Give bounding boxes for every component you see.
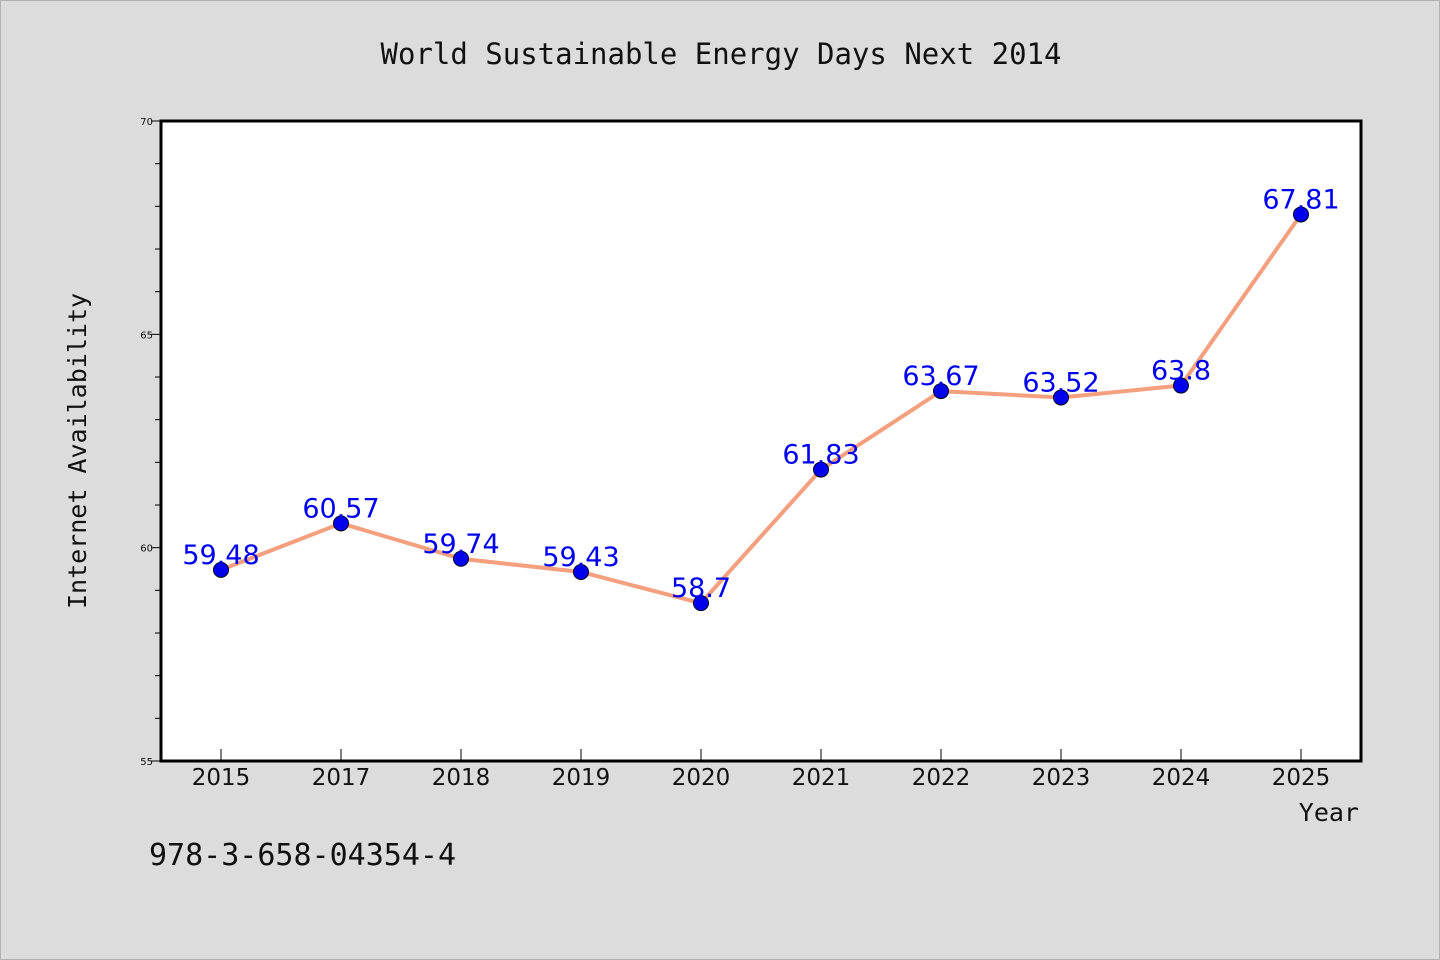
x-axis-label: Year (1299, 798, 1359, 827)
data-point-marker (813, 461, 829, 478)
data-point-marker (1293, 206, 1309, 223)
data-label: 60.57 (302, 493, 379, 524)
plot-border (159, 119, 1363, 763)
data-point-marker (333, 515, 349, 532)
data-label: 59.48 (182, 540, 259, 571)
x-tick-label: 2018 (432, 765, 491, 791)
x-tick-label: 2017 (312, 765, 371, 791)
data-point-marker (213, 561, 229, 578)
chart-title: World Sustainable Energy Days Next 2014 (381, 37, 1062, 71)
x-axis-ticks: 2015 2017 2018 2019 2020 2021 2022 2023 2024 2025 (192, 749, 1331, 791)
x-tick-label: 2020 (672, 765, 731, 791)
data-label: 59.43 (542, 542, 619, 573)
y-tick-label: 70 (140, 117, 153, 128)
data-point-marker (453, 550, 469, 567)
x-tick-label: 2024 (1152, 765, 1211, 791)
data-point-marker (573, 563, 589, 580)
data-label: 63.52 (1022, 367, 1099, 398)
data-point-marker (933, 383, 949, 400)
data-labels: 59.48 60.57 59.74 59.43 58.7 61.83 63.67 63.52 6… (182, 184, 1339, 604)
data-label: 59.74 (422, 529, 499, 560)
data-label: 63.8 (1151, 356, 1211, 387)
data-point-marker (693, 595, 709, 612)
y-tick-label: 65 (140, 330, 153, 341)
y-tick-label: 55 (140, 757, 153, 768)
y-axis-label: Internet Availability (63, 293, 92, 609)
x-tick-label: 2023 (1032, 765, 1091, 791)
isbn-annotation: 978-3-658-04354-4 (149, 838, 456, 873)
y-tick-label: 60 (140, 544, 153, 555)
x-tick-label: 2021 (792, 765, 851, 791)
x-tick-label: 2025 (1272, 765, 1331, 791)
data-point-marker (1173, 377, 1189, 394)
y-axis-ticks: 55 60 65 70 (140, 117, 161, 768)
series-line (219, 212, 1303, 606)
data-label: 61.83 (782, 440, 859, 471)
data-point-marker (1053, 389, 1069, 406)
x-tick-label: 2015 (192, 765, 251, 791)
data-label: 67.81 (1262, 184, 1339, 215)
x-tick-label: 2019 (552, 765, 611, 791)
x-tick-label: 2022 (912, 765, 971, 791)
data-label: 58.7 (671, 573, 731, 604)
series-markers (213, 206, 1309, 612)
plot-area (161, 121, 1361, 761)
data-label: 63.67 (902, 361, 979, 392)
